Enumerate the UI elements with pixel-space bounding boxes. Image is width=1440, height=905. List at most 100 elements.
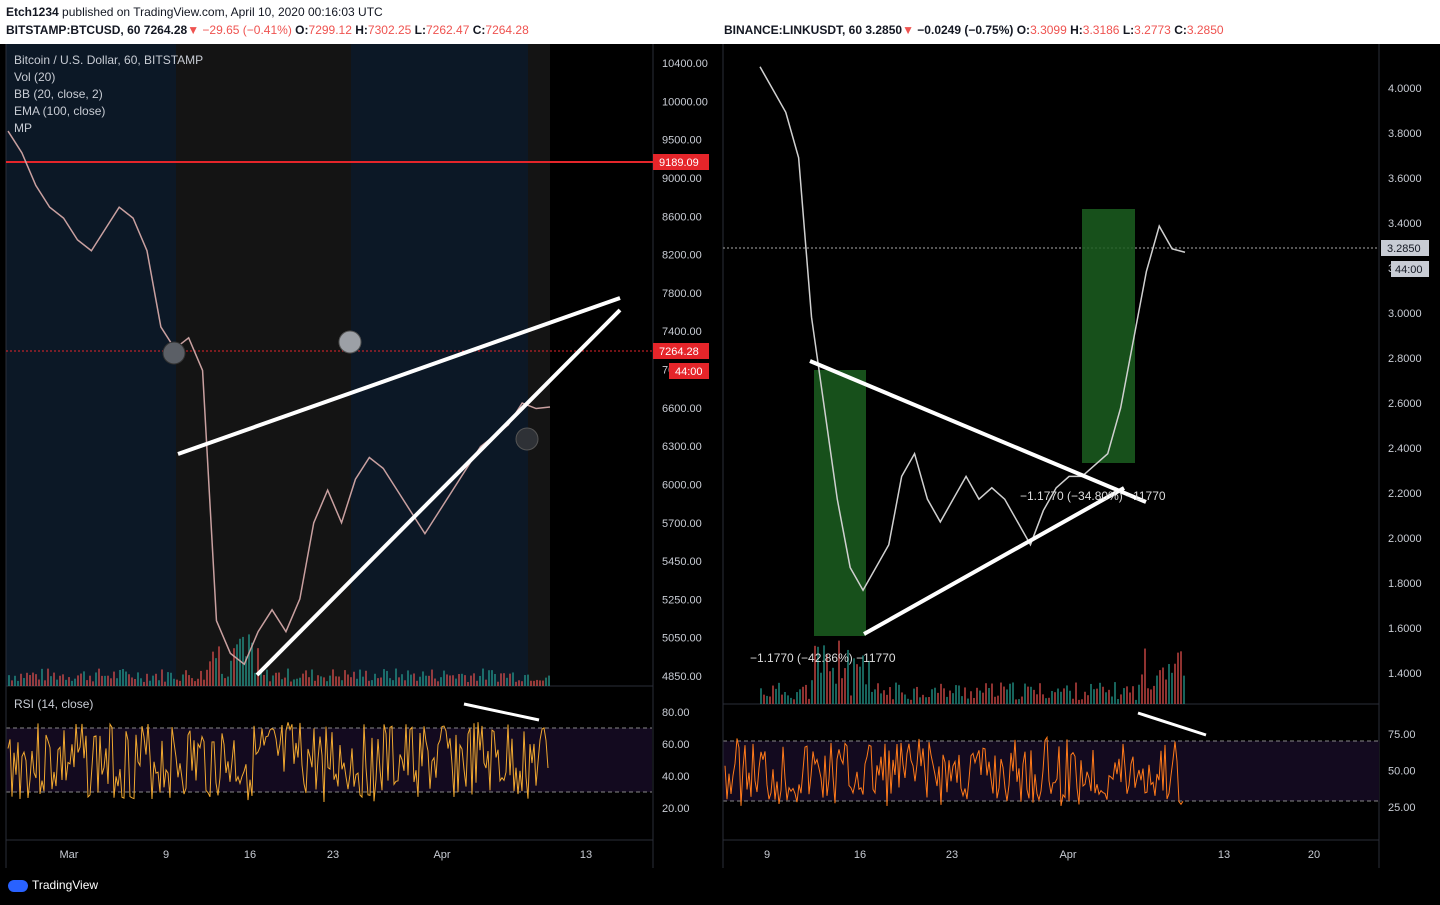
- publish-header: Etch1234 published on TradingView.com, A…: [0, 0, 1440, 44]
- btc-time-axis[interactable]: Mar 9 16 23 Apr 13: [60, 849, 593, 861]
- btc-countdown-badge: [669, 363, 709, 379]
- axis-tick-label: 7400.00: [662, 326, 702, 338]
- axis-tick-label: 4.0000: [1388, 83, 1422, 95]
- btc-price: 7264.28: [143, 23, 188, 37]
- axis-tick-label: 1.8000: [1388, 578, 1422, 590]
- legend-vol[interactable]: Vol (20): [14, 70, 56, 84]
- link-volume-bars: [760, 640, 1185, 704]
- btc-countdown-text: 44:00: [675, 366, 703, 378]
- axis-tick-label: 2.8000: [1388, 353, 1422, 365]
- btc-low: 7262.47: [425, 23, 470, 37]
- axis-tick-label: 1.6000: [1388, 623, 1422, 635]
- axis-tick-label: 6600.00: [662, 403, 702, 415]
- btc-wedge-upper-trendline[interactable]: [177, 296, 621, 456]
- axis-tick-label: 2.2000: [1388, 488, 1422, 500]
- link-price: 3.2850: [865, 23, 903, 37]
- time-tick-label: Apr: [433, 849, 450, 861]
- btc-indicator-legend: Bitcoin / U.S. Dollar, 60, BITSTAMP Vol …: [14, 52, 203, 137]
- axis-tick-label: 7800.00: [662, 288, 702, 300]
- axis-tick-label: 1.4000: [1388, 668, 1422, 680]
- footer-bar: [0, 868, 1440, 905]
- btc-marker-circle[interactable]: [338, 330, 362, 354]
- axis-tick-label: 2.0000: [1388, 533, 1422, 545]
- btc-close: 7264.28: [485, 23, 529, 37]
- link-measure-box-1[interactable]: [814, 370, 866, 636]
- link-triangle-lower-trendline[interactable]: [863, 486, 1125, 636]
- axis-tick-label: 5450.00: [662, 556, 702, 568]
- axis-tick-label: 50.00: [1388, 766, 1416, 778]
- link-change: −0.0249 (−0.75%): [917, 23, 1014, 37]
- btc-level-badge-text: 9189.09: [659, 157, 699, 169]
- btc-open: 7299.12: [308, 23, 352, 37]
- link-time-axis[interactable]: 9 16 23 Apr 13 20: [764, 849, 1320, 861]
- time-tick-label: 9: [163, 849, 169, 861]
- btc-rsi-label: RSI (14, close): [14, 697, 93, 711]
- time-tick-label: 16: [244, 849, 256, 861]
- link-price-series: [759, 66, 1186, 592]
- btc-high: 7302.25: [367, 23, 412, 37]
- link-symbol-line: BINANCE:LINKUSDT, 60 3.2850▼ −0.0249 (−0…: [724, 23, 1224, 37]
- publisher-username[interactable]: Etch1234: [6, 5, 59, 19]
- axis-tick-label: 3.6000: [1388, 173, 1422, 185]
- cloud-icon: [8, 879, 28, 892]
- link-measure-label-2: −1.1770 (−34.80%) −11770: [1020, 489, 1166, 503]
- axis-tick-label: 3.8000: [1388, 128, 1422, 140]
- axis-tick-label: 80.00: [662, 707, 690, 719]
- link-last-badge: [1381, 240, 1429, 256]
- time-tick-label: 9: [764, 849, 770, 861]
- link-low: 3.2773: [1134, 23, 1171, 37]
- btc-symbol-line: BITSTAMP:BTCUSD, 60 7264.28▼ −29.65 (−0.…: [6, 23, 529, 37]
- axis-tick-label: 75.00: [1388, 729, 1416, 741]
- axis-tick-label: 5250.00: [662, 594, 702, 606]
- link-rsi-line: [724, 735, 1184, 807]
- link-price-axis[interactable]: 4.00003.80003.60003.40003.20003.00002.80…: [1388, 83, 1422, 680]
- charts-canvas[interactable]: −1.1770 (−42.86%) −11770 −1.1770 (−34.80…: [0, 0, 1440, 868]
- time-tick-label: 20: [1308, 849, 1320, 861]
- btc-last-badge-text: 7264.28: [659, 346, 699, 358]
- btc-level-badge: [653, 154, 709, 170]
- axis-tick-label: 8200.00: [662, 250, 702, 262]
- legend-symbol[interactable]: Bitcoin / U.S. Dollar, 60, BITSTAMP: [14, 53, 204, 67]
- btc-price-axis[interactable]: 10400.00 10000.00 9500.00 9000.00 8600.00 820…: [662, 58, 708, 683]
- btc-symbol: BITSTAMP:BTCUSD, 60: [6, 23, 141, 37]
- axis-tick-label: 5700.00: [662, 518, 702, 530]
- link-measure-box-2[interactable]: [1082, 209, 1135, 463]
- down-arrow-icon: ▼: [187, 23, 200, 37]
- link-rsi-divergence-line[interactable]: [1137, 711, 1207, 737]
- axis-tick-label: 60.00: [662, 739, 690, 751]
- published-text: published on TradingView.com, April 10, …: [62, 5, 383, 19]
- btc-rsi-divergence-line[interactable]: [463, 702, 540, 722]
- link-close: 3.2850: [1186, 23, 1224, 37]
- time-tick-label: 13: [580, 849, 592, 861]
- axis-tick-label: 25.00: [1388, 802, 1416, 814]
- axis-tick-label: 6000.00: [662, 479, 702, 491]
- btc-wedge-lower-trendline[interactable]: [255, 308, 622, 677]
- link-measure-label-1: −1.1770 (−42.86%) −11770: [750, 651, 896, 665]
- btc-price-series: [7, 130, 551, 666]
- legend-mp[interactable]: MP: [14, 121, 32, 135]
- legend-ema[interactable]: EMA (100, close): [14, 104, 106, 118]
- time-tick-label: 13: [1218, 849, 1230, 861]
- btc-marker-circle[interactable]: [162, 341, 186, 365]
- price-series-line: [759, 66, 1186, 592]
- link-symbol: BINANCE:LINKUSDT, 60: [724, 23, 863, 37]
- time-tick-label: Mar: [60, 849, 79, 861]
- link-countdown-text: 44:00: [1395, 264, 1423, 276]
- link-high: 3.3186: [1082, 23, 1120, 37]
- btc-change: −29.65 (−0.41%): [202, 23, 292, 37]
- time-tick-label: 16: [854, 849, 866, 861]
- legend-bb[interactable]: BB (20, close, 2): [14, 87, 103, 101]
- link-triangle-upper-trendline[interactable]: [809, 359, 1147, 504]
- axis-tick-label: 20.00: [662, 803, 690, 815]
- axis-tick-label: 4850.00: [662, 671, 702, 683]
- axis-tick-label: 10000.00: [662, 96, 708, 108]
- time-tick-label: 23: [946, 849, 958, 861]
- tradingview-logo[interactable]: TradingView: [8, 878, 98, 892]
- link-open: 3.3099: [1030, 23, 1067, 37]
- btc-rsi-axis[interactable]: 80.00 60.00 40.00 20.00: [662, 707, 690, 815]
- axis-tick-label: 2.6000: [1388, 398, 1422, 410]
- link-rsi-axis[interactable]: 75.00 50.00 25.00: [1388, 729, 1416, 814]
- axis-tick-label: 8600.00: [662, 211, 702, 223]
- axis-tick-label: 9000.00: [662, 173, 702, 185]
- btc-marker-circle[interactable]: [515, 427, 539, 451]
